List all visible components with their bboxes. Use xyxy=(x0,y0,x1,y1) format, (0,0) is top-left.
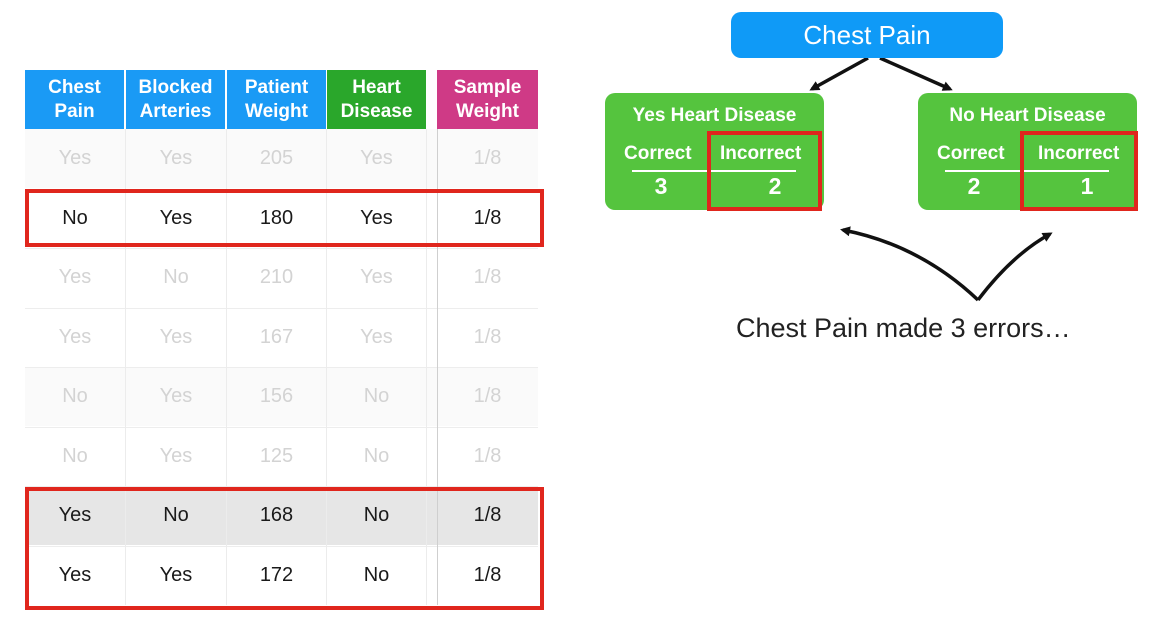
leaf-title: Yes Heart Disease xyxy=(632,105,797,126)
column-divider xyxy=(226,129,227,605)
header-patient-weight: Patient Weight xyxy=(227,70,326,129)
table-row: Yes Yes 205 Yes 1/8 xyxy=(25,129,538,188)
cell-sample-weight: 1/8 xyxy=(473,206,502,229)
incorrect-count: 2 xyxy=(768,173,782,199)
cell-blocked-arteries: Yes xyxy=(159,444,193,467)
cell-blocked-arteries: No xyxy=(163,266,189,288)
cell-patient-weight: 168 xyxy=(259,504,294,526)
table-row: No Yes 125 No 1/8 xyxy=(25,427,538,486)
cell-chest-pain: Yes xyxy=(58,563,92,586)
error-highlight-rows-7-8 xyxy=(25,487,544,610)
cell-sample-weight: 1/8 xyxy=(473,147,502,169)
root-node: Chest Pain xyxy=(731,12,1003,58)
cell-heart-disease: Yes xyxy=(360,325,393,348)
cell-sample-weight: 1/8 xyxy=(473,325,502,348)
incorrect-label: Incorrect xyxy=(720,143,802,164)
cell-heart-disease: No xyxy=(363,385,390,407)
correct-count: 2 xyxy=(967,173,981,199)
row-divider xyxy=(25,367,538,368)
arrow-errors-to-right xyxy=(976,232,1053,302)
table-row: Yes Yes 167 Yes 1/8 xyxy=(25,308,538,367)
cell-heart-disease: Yes xyxy=(360,266,393,288)
table-row: Yes No 210 Yes 1/8 xyxy=(25,248,538,307)
cell-heart-disease: Yes xyxy=(360,147,393,169)
arrow-errors-to-left xyxy=(840,226,980,302)
incorrect-label: Incorrect xyxy=(1038,143,1120,164)
cell-chest-pain: Yes xyxy=(58,325,92,348)
incorrect-count: 1 xyxy=(1080,173,1094,199)
correct-count: 3 xyxy=(654,173,668,199)
root-label: Chest Pain xyxy=(803,19,931,50)
cell-heart-disease: No xyxy=(363,504,390,526)
incorrect-highlight-right xyxy=(1020,131,1138,211)
table-row: Yes Yes 172 No 1/8 xyxy=(25,546,538,605)
leaf-title: No Heart Disease xyxy=(949,105,1106,126)
cell-sample-weight: 1/8 xyxy=(473,563,502,586)
cell-blocked-arteries: No xyxy=(163,504,189,526)
column-divider xyxy=(326,129,327,605)
column-divider xyxy=(426,129,427,605)
cell-patient-weight: 167 xyxy=(259,325,294,348)
header-sample-weight: Sample Weight xyxy=(437,70,538,129)
cell-blocked-arteries: Yes xyxy=(159,147,193,169)
errors-caption: Chest Pain made 3 errors… xyxy=(736,313,1071,343)
incorrect-highlight-left xyxy=(707,131,822,211)
cell-patient-weight: 172 xyxy=(259,563,294,586)
cell-chest-pain: No xyxy=(62,385,88,407)
cell-sample-weight: 1/8 xyxy=(473,504,502,526)
header-heart-disease: Heart Disease xyxy=(327,70,426,129)
divider-line xyxy=(945,170,1109,172)
cell-sample-weight: 1/8 xyxy=(473,385,502,407)
cell-patient-weight: 156 xyxy=(259,385,294,407)
cell-patient-weight: 125 xyxy=(259,444,294,467)
row-divider xyxy=(25,248,538,249)
error-highlight-row-2 xyxy=(25,189,544,247)
row-divider xyxy=(25,307,538,309)
cell-sample-weight: 1/8 xyxy=(473,266,502,288)
divider-line xyxy=(632,170,796,172)
cell-heart-disease: No xyxy=(363,444,390,467)
cell-blocked-arteries: Yes xyxy=(159,206,193,229)
column-divider xyxy=(437,129,438,605)
row-divider xyxy=(25,426,538,428)
table-row: No Yes 180 Yes 1/8 xyxy=(25,189,538,248)
cell-blocked-arteries: Yes xyxy=(159,325,193,348)
cell-chest-pain: No xyxy=(62,444,88,467)
table-row: Yes No 168 No 1/8 xyxy=(25,486,538,545)
cell-chest-pain: No xyxy=(62,206,88,229)
header-chest-pain: Chest Pain xyxy=(25,70,124,129)
cell-blocked-arteries: Yes xyxy=(159,563,193,586)
arrow-root-to-right xyxy=(879,56,953,91)
correct-label: Correct xyxy=(624,143,692,164)
cell-patient-weight: 205 xyxy=(259,147,294,169)
cell-patient-weight: 210 xyxy=(259,266,294,288)
leaf-no-heart-disease: No Heart Disease Correct Incorrect 2 1 xyxy=(918,93,1137,210)
leaf-yes-heart-disease: Yes Heart Disease Correct Incorrect 3 2 xyxy=(605,93,824,210)
column-divider xyxy=(125,129,126,605)
row-divider xyxy=(25,486,538,487)
cell-chest-pain: Yes xyxy=(58,147,92,169)
table-row: No Yes 156 No 1/8 xyxy=(25,367,538,426)
header-blocked-arteries: Blocked Arteries xyxy=(126,70,225,129)
row-divider xyxy=(25,545,538,547)
cell-blocked-arteries: Yes xyxy=(159,385,193,407)
cell-sample-weight: 1/8 xyxy=(473,444,502,467)
cell-chest-pain: Yes xyxy=(58,504,92,526)
cell-chest-pain: Yes xyxy=(58,266,92,288)
cell-heart-disease: Yes xyxy=(360,206,393,229)
arrow-root-to-left xyxy=(809,56,869,91)
correct-label: Correct xyxy=(937,143,1005,164)
cell-patient-weight: 180 xyxy=(259,206,294,229)
cell-heart-disease: No xyxy=(363,563,390,586)
